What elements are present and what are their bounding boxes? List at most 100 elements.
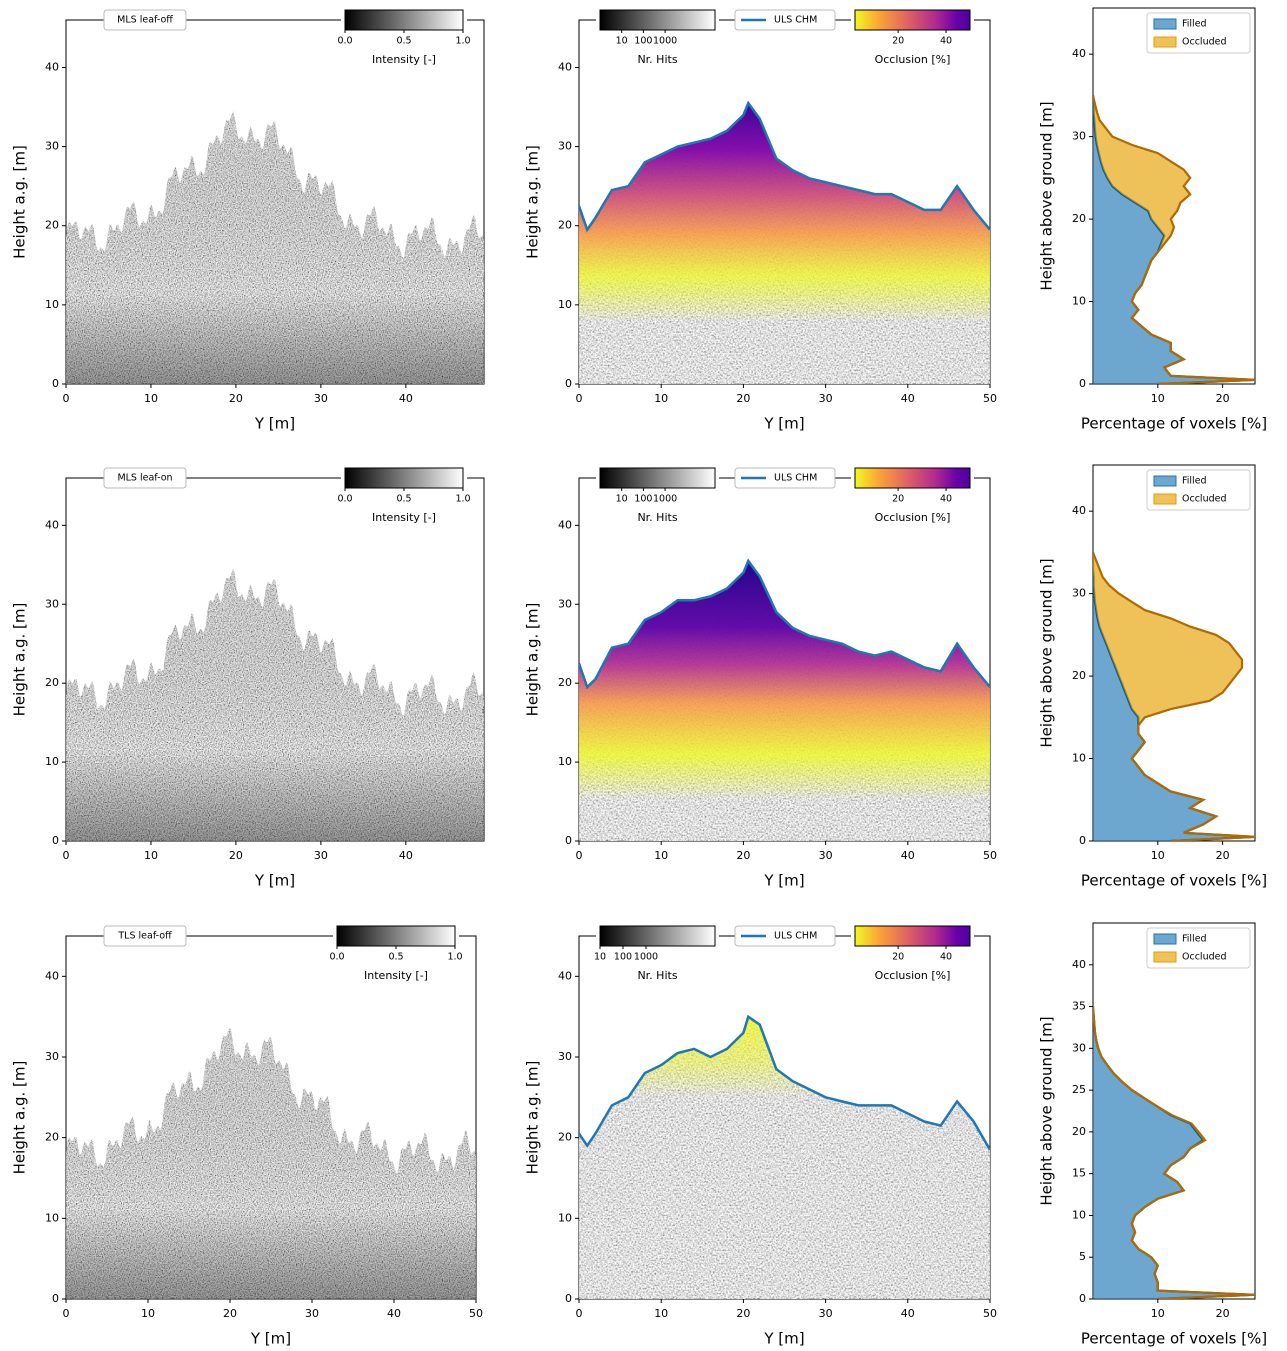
colorbar-tick-label: 20 (892, 494, 904, 505)
legend-patch (1153, 493, 1177, 505)
y-tick-label: 20 (1072, 212, 1086, 225)
y-tick-label: 30 (45, 597, 59, 610)
legend-label: Occluded (1182, 494, 1227, 505)
colorbar (854, 467, 971, 489)
x-tick-label: 20 (1216, 1307, 1230, 1320)
y-tick-label: 30 (1072, 130, 1086, 143)
x-axis-label: Y [m] (763, 415, 804, 433)
y-tick-label: 30 (558, 597, 572, 610)
legend-box (734, 925, 836, 947)
colorbar-tick-label: 40 (940, 494, 952, 505)
x-tick-label: 0 (576, 849, 583, 862)
x-tick-label: 50 (469, 1307, 483, 1320)
x-tick-label: 20 (736, 392, 750, 405)
colorbar (336, 925, 456, 947)
colorbar (344, 467, 464, 489)
legend-label: Occluded (1182, 37, 1227, 48)
point-cloud (66, 1027, 476, 1299)
x-tick-label: 10 (654, 849, 668, 862)
area-edge (1093, 552, 1255, 841)
occlusion-overlay (579, 560, 990, 841)
x-tick-label: 20 (1216, 392, 1230, 405)
tag-box (103, 467, 187, 489)
colorbar-label: Nr. Hits (637, 53, 677, 66)
x-tick-label: 0 (63, 1307, 70, 1320)
x-tick-label: 10 (1151, 1307, 1165, 1320)
colorbar-tick-label: 1000 (653, 36, 677, 47)
x-tick-label: 40 (901, 849, 915, 862)
area-edge (1093, 95, 1255, 384)
y-axis-label: Height a.g. [m] (11, 1061, 29, 1175)
y-tick-label: 10 (558, 755, 572, 768)
colorbar-tick-label: 0.0 (329, 952, 344, 963)
y-tick-label: 0 (565, 834, 572, 847)
x-tick-label: 10 (654, 392, 668, 405)
x-tick-label: 50 (983, 849, 997, 862)
voxel-image (579, 560, 990, 841)
x-tick-label: 10 (1151, 392, 1165, 405)
legend-patch (1153, 933, 1177, 945)
y-tick-label: 40 (558, 969, 572, 982)
occlusion-overlay (579, 103, 990, 384)
x-tick-label: 0 (63, 849, 70, 862)
y-tick-label: 30 (1072, 1041, 1086, 1054)
y-tick-label: 0 (52, 377, 59, 390)
x-tick-label: 20 (1216, 849, 1230, 862)
point-cloud-shade (66, 111, 484, 384)
x-tick-label: 30 (819, 1307, 833, 1320)
legend-box (734, 9, 836, 31)
y-tick-label: 40 (45, 969, 59, 982)
y-axis-label: Height a.g. [m] (524, 145, 542, 259)
colorbar-tick-label: 10 (616, 36, 628, 47)
tag-label: MLS leaf-on (117, 473, 172, 484)
x-axis-label: Y [m] (254, 415, 295, 433)
point-cloud-shade (66, 569, 484, 841)
area-edge (1093, 1006, 1255, 1299)
colorbar (599, 925, 716, 947)
x-tick-label: 10 (1151, 849, 1165, 862)
y-tick-label: 20 (45, 676, 59, 689)
legend-patch (1153, 18, 1177, 30)
tag-label: MLS leaf-off (117, 15, 173, 26)
y-tick-label: 30 (45, 140, 59, 153)
x-axis-label: Y [m] (254, 872, 295, 890)
y-tick-label: 20 (1072, 669, 1086, 682)
profile (1093, 95, 1255, 384)
legend-patch (1153, 36, 1177, 48)
voxel-image (579, 103, 990, 384)
y-tick-label: 0 (1079, 377, 1086, 390)
colorbar-tick-label: 100 (634, 494, 652, 505)
x-tick-label: 20 (736, 849, 750, 862)
y-tick-label: 10 (1072, 1208, 1086, 1221)
y-tick-label: 15 (1072, 1167, 1086, 1180)
x-tick-label: 40 (387, 1307, 401, 1320)
y-tick-label: 20 (1072, 1125, 1086, 1138)
colorbar-tick-label: 1.0 (447, 952, 462, 963)
colorbar (854, 925, 971, 947)
y-tick-label: 10 (1072, 752, 1086, 765)
legend-patch (1153, 951, 1177, 963)
colorbar-label: Nr. Hits (637, 511, 677, 524)
y-axis-label: Height above ground [m] (1038, 101, 1056, 290)
colorbar-tick-label: 1000 (634, 952, 658, 963)
colorbar-tick-label: 100 (634, 36, 652, 47)
x-tick-label: 20 (736, 1307, 750, 1320)
profile (1093, 1006, 1255, 1299)
y-tick-label: 40 (558, 518, 572, 531)
colorbar (599, 9, 716, 31)
x-tick-label: 20 (229, 849, 243, 862)
colorbar-tick-label: 0.5 (388, 952, 403, 963)
y-tick-label: 30 (558, 1050, 572, 1063)
x-axis-label: Percentage of voxels [%] (1081, 415, 1267, 433)
colorbar-label: Nr. Hits (637, 969, 677, 982)
tag-label: TLS leaf-off (117, 931, 172, 942)
x-tick-label: 40 (901, 1307, 915, 1320)
y-tick-label: 20 (558, 676, 572, 689)
x-tick-label: 30 (819, 392, 833, 405)
chm-line (579, 1014, 990, 1151)
legend-label: ULS CHM (774, 15, 817, 26)
colorbar-tick-label: 10 (616, 494, 628, 505)
colorbar-label: Intensity [-] (372, 53, 436, 66)
x-axis-label: Y [m] (763, 872, 804, 890)
